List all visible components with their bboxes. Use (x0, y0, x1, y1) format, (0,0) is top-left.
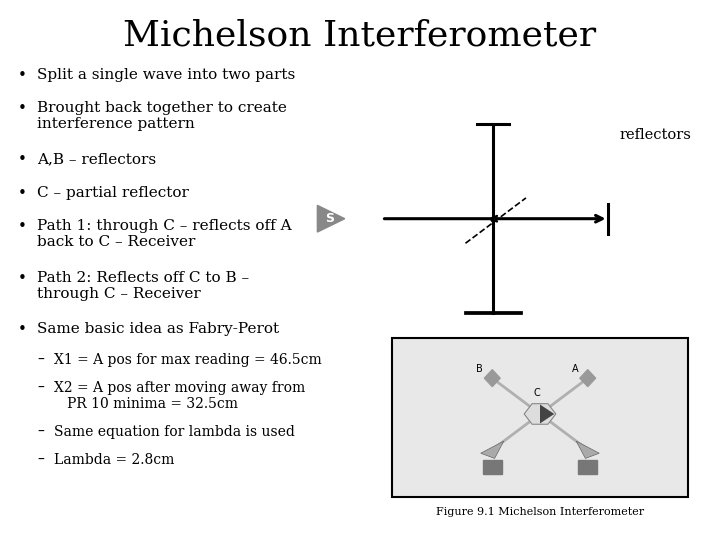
Polygon shape (481, 441, 504, 458)
Text: –: – (37, 381, 45, 395)
Text: B: B (476, 364, 482, 374)
Text: A,B – reflectors: A,B – reflectors (37, 152, 156, 166)
Polygon shape (484, 369, 500, 387)
Text: –: – (37, 425, 45, 439)
Text: Figure 9.1 Michelson Interferometer: Figure 9.1 Michelson Interferometer (436, 507, 644, 517)
Text: •: • (18, 322, 27, 337)
Text: S: S (325, 212, 334, 225)
Text: •: • (18, 186, 27, 201)
Text: A: A (572, 364, 578, 374)
Text: C – partial reflector: C – partial reflector (37, 186, 189, 200)
Text: •: • (18, 219, 27, 234)
Polygon shape (580, 369, 596, 387)
Text: •: • (18, 271, 27, 286)
Bar (578, 460, 597, 474)
Bar (392, 338, 688, 497)
Text: •: • (18, 101, 27, 116)
Text: X1 = A pos for max reading = 46.5cm: X1 = A pos for max reading = 46.5cm (54, 353, 322, 367)
Text: Split a single wave into two parts: Split a single wave into two parts (37, 68, 296, 82)
Bar (483, 460, 502, 474)
Text: –: – (37, 353, 45, 367)
Text: Path 1: through C – reflects off A
back to C – Receiver: Path 1: through C – reflects off A back … (37, 219, 292, 249)
Text: •: • (18, 152, 27, 167)
Text: Michelson Interferometer: Michelson Interferometer (123, 19, 597, 53)
Polygon shape (576, 441, 599, 458)
Polygon shape (540, 404, 554, 423)
Text: reflectors: reflectors (619, 128, 691, 142)
Polygon shape (318, 205, 345, 232)
Text: Same equation for lambda is used: Same equation for lambda is used (54, 425, 295, 439)
Text: Brought back together to create
interference pattern: Brought back together to create interfer… (37, 101, 287, 131)
Polygon shape (524, 404, 556, 424)
Text: Path 2: Reflects off C to B –
through C – Receiver: Path 2: Reflects off C to B – through C … (37, 271, 250, 301)
Text: •: • (18, 68, 27, 83)
Text: Same basic idea as Fabry-Perot: Same basic idea as Fabry-Perot (37, 322, 279, 336)
Text: C: C (533, 388, 540, 398)
Text: Lambda = 2.8cm: Lambda = 2.8cm (54, 453, 174, 467)
Text: –: – (37, 453, 45, 467)
Text: X2 = A pos after moving away from
   PR 10 minima = 32.5cm: X2 = A pos after moving away from PR 10 … (54, 381, 305, 411)
